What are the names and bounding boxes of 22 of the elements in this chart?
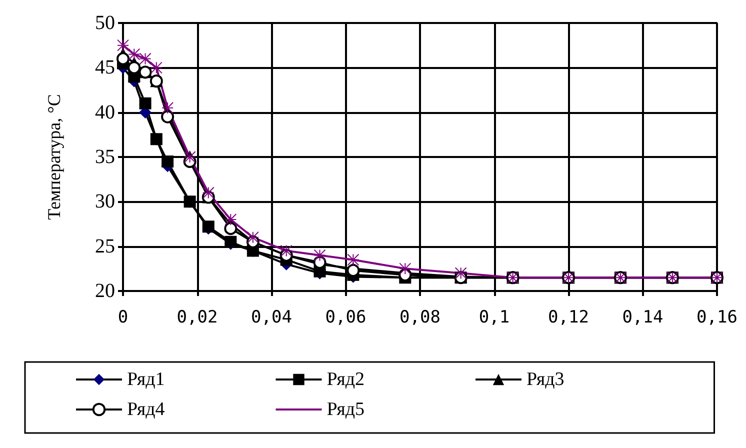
y-tick-label: 40: [95, 101, 115, 124]
legend-label: Ряд4: [127, 399, 166, 420]
x-tick-label: 0,06: [325, 308, 366, 328]
x-tick-label: 0: [118, 308, 128, 328]
y-tick-label: 35: [95, 146, 115, 168]
legend-label: Ряд5: [326, 399, 364, 420]
legend-label: Ряд1: [127, 369, 165, 390]
x-tick-label: 0,04: [251, 308, 292, 328]
y-tick-label: 25: [95, 235, 115, 258]
legend-label: Ряд2: [326, 369, 364, 390]
y-tick-label: 20: [95, 280, 115, 302]
y-tick-label: 50: [95, 12, 115, 34]
x-tick-label: 0,08: [400, 308, 440, 328]
x-tick-label: 0,16: [696, 308, 738, 328]
y-tick-label: 45: [95, 56, 115, 79]
x-tick-label: 0,12: [548, 308, 589, 328]
legend-label: Ряд3: [526, 369, 564, 390]
y-axis-title: Температура, °C: [44, 94, 64, 220]
y-tick-label: 30: [95, 190, 115, 213]
x-tick-label: 0,1: [478, 308, 510, 328]
x-tick-label: 0,14: [622, 308, 664, 328]
x-tick-label: 0,02: [176, 308, 218, 328]
